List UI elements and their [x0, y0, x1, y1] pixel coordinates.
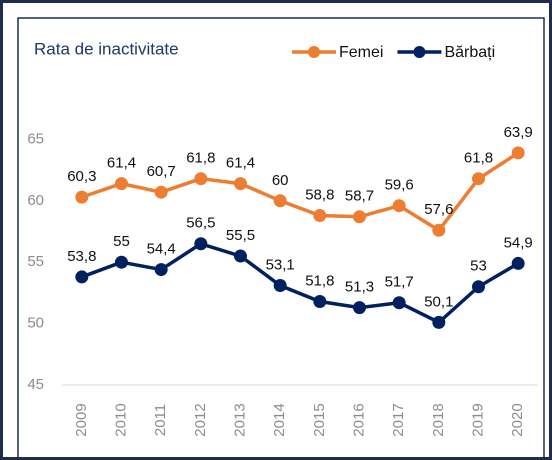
data-label: 61,4: [226, 155, 255, 172]
point: [75, 190, 89, 204]
data-label: 56,5: [186, 215, 215, 232]
legend-marker: [413, 46, 426, 58]
x-tick-label: 2014: [271, 403, 288, 436]
data-label: 60: [272, 172, 289, 189]
data-label: 59,6: [385, 177, 414, 194]
data-label: 53,8: [67, 248, 96, 265]
point: [194, 172, 208, 186]
x-tick-label: 2010: [112, 403, 129, 436]
point: [313, 294, 327, 308]
x-tick-label: 2012: [192, 403, 209, 436]
point: [194, 237, 208, 251]
point: [472, 172, 485, 186]
data-label: 53,1: [266, 257, 295, 274]
data-label: 51,7: [385, 274, 414, 291]
y-tick-label: 45: [27, 376, 44, 393]
point: [234, 249, 247, 263]
point: [313, 209, 327, 223]
series-line: [81, 241, 520, 325]
data-label: 55,5: [226, 227, 255, 244]
data-label: 60,3: [67, 168, 96, 185]
point: [273, 279, 287, 293]
point: [511, 146, 525, 160]
x-tick-label: 2009: [73, 403, 90, 436]
data-label: 51,3: [345, 279, 374, 296]
point: [432, 223, 446, 237]
y-tick-label: 60: [27, 192, 44, 209]
data-label: 61,8: [186, 150, 215, 167]
data-label: 61,4: [107, 155, 136, 172]
series-line: [81, 151, 520, 233]
x-tick-label: 2011: [152, 404, 169, 436]
x-tick-label: 2015: [311, 403, 328, 436]
chart-title: Rata de inactivitate: [34, 39, 179, 58]
data-label: 54,9: [504, 234, 533, 251]
data-label: 51,8: [305, 272, 334, 289]
y-tick-label: 65: [27, 130, 44, 147]
x-tick-label: 2013: [231, 403, 248, 436]
data-label: 55: [113, 233, 130, 250]
point: [234, 177, 247, 191]
point: [511, 256, 525, 270]
point: [75, 270, 89, 284]
x-tick-label: 2020: [509, 403, 526, 436]
x-tick-label: 2019: [469, 403, 486, 436]
point: [154, 263, 168, 277]
data-label: 53: [470, 258, 487, 275]
inner-frame: [17, 17, 545, 460]
data-label: 63,9: [504, 124, 533, 141]
point: [353, 301, 366, 315]
x-tick-label: 2017: [390, 403, 407, 436]
x-tick-label: 2016: [350, 403, 367, 436]
point: [353, 210, 366, 224]
data-label: 58,8: [305, 187, 334, 204]
data-label: 54,4: [147, 241, 176, 258]
point: [432, 315, 446, 329]
point: [392, 296, 406, 310]
point: [154, 185, 168, 199]
data-label: 57,6: [424, 201, 453, 218]
legend-label: Femei: [339, 44, 383, 61]
data-label: 61,8: [464, 150, 493, 167]
x-tick-label: 2018: [430, 403, 447, 436]
y-tick-label: 55: [27, 253, 44, 270]
point: [392, 199, 406, 213]
point: [115, 177, 128, 191]
point: [472, 280, 485, 294]
legend-label: Bărbați: [444, 44, 495, 61]
point: [115, 255, 128, 269]
point: [273, 194, 287, 208]
data-label: 60,7: [147, 163, 176, 180]
data-label: 58,7: [345, 188, 374, 205]
legend-marker: [308, 46, 320, 58]
data-label: 50,1: [424, 293, 453, 310]
y-tick-label: 50: [27, 315, 44, 332]
